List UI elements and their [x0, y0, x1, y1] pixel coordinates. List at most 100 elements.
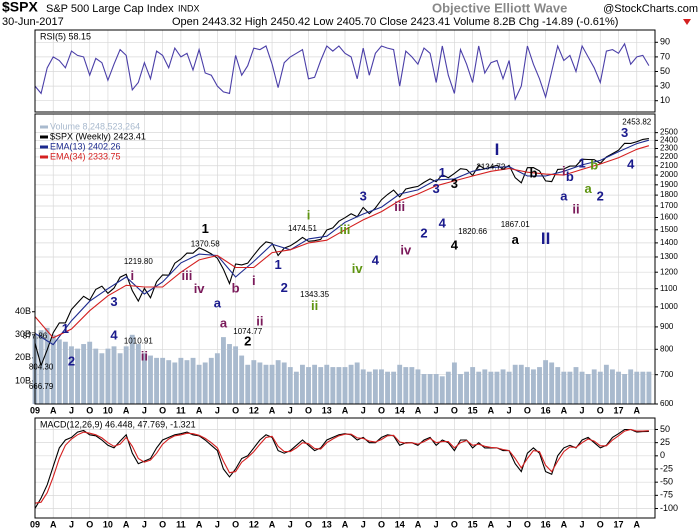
y-tick-label: 1800 [660, 190, 678, 199]
volume-bar [610, 369, 615, 404]
wave-label: 3 [433, 181, 440, 196]
x-tick-label: O [232, 405, 239, 415]
volume-bar [184, 360, 190, 404]
x-tick-label: A [488, 519, 495, 529]
y-tick-label: 900 [660, 322, 674, 331]
wave-label: iii [182, 268, 193, 283]
x-tick-label: J [580, 405, 585, 415]
volume-bar [488, 371, 494, 404]
volume-bar [281, 362, 287, 404]
volume-bar [129, 334, 135, 404]
y-tick-label: -75 [660, 490, 673, 500]
wave-label: I [495, 140, 500, 159]
volume-bar [239, 355, 245, 404]
y-tick-label: -25 [660, 463, 673, 473]
x-tick-label: 10 [103, 519, 113, 529]
x-tick-label: 14 [395, 519, 405, 529]
y-tick-label: 90 [660, 37, 670, 47]
x-tick-label: O [597, 519, 604, 529]
volume-bar [385, 371, 390, 404]
volume-bar [622, 374, 628, 404]
x-tick-label: A [269, 405, 276, 415]
volume-bar [494, 371, 500, 404]
volume-bar [105, 348, 111, 404]
volume-bar [172, 362, 178, 404]
quote: Open 2443.32 High 2450.42 Low 2405.70 Cl… [172, 16, 618, 28]
volume-bar [628, 369, 634, 404]
y-tick-label: -50 [660, 477, 673, 487]
x-tick-label: O [305, 519, 312, 529]
wave-label: b [566, 169, 574, 184]
volume-bar [306, 367, 311, 404]
volume-bar [439, 376, 445, 404]
wave-label: 2 [420, 225, 427, 240]
volume-bar [160, 357, 166, 404]
volume-bar [208, 357, 214, 404]
x-tick-label: A [342, 405, 349, 415]
wave-label: 1219.80 [124, 257, 153, 266]
y-tick-label: 2500 [660, 128, 678, 137]
wave-label: ii [572, 201, 579, 216]
wave-label: iv [194, 281, 206, 296]
credit: @StockCharts.com [603, 3, 698, 15]
x-tick-label: J [434, 405, 439, 415]
volume-bar [415, 369, 421, 404]
wave-label: 2 [68, 353, 75, 368]
wave-label: 4 [439, 216, 447, 231]
volume-bar [537, 367, 542, 404]
wave-label: iv [352, 261, 364, 276]
volume-bar [646, 371, 652, 404]
x-tick-label: 17 [614, 519, 624, 529]
y-tick-label: 2300 [660, 144, 678, 153]
series-line [34, 42, 650, 102]
x-tick-label: O [524, 519, 531, 529]
x-tick-label: 16 [541, 405, 551, 415]
y2-tick-label: 20B [15, 352, 31, 362]
legend-label: EMA(34) 2333.75 [50, 151, 121, 161]
series-line [34, 145, 650, 339]
y-tick-label: 1900 [660, 180, 678, 189]
x-tick-label: 13 [322, 519, 332, 529]
wave-label: i [130, 268, 134, 283]
x-tick-label: 11 [176, 405, 186, 415]
x-tick-label: J [361, 519, 366, 529]
x-tick-label: O [451, 519, 458, 529]
x-tick-label: O [378, 405, 385, 415]
x-tick-label: A [561, 519, 568, 529]
x-tick-label: 16 [541, 519, 551, 529]
volume-bar [464, 371, 469, 404]
volume-bar [512, 364, 518, 404]
volume-bar [324, 364, 330, 404]
series-line [34, 428, 649, 504]
volume-bar [190, 357, 196, 404]
x-tick-label: 10 [103, 405, 113, 415]
wave-label: ii [141, 348, 148, 363]
panel-label: RSI(5) 58.15 [40, 31, 91, 41]
volume-bar [591, 369, 597, 404]
wave-label: 1010.91 [124, 336, 153, 345]
wave-label: 3 [360, 188, 367, 203]
wave-label: 4 [627, 157, 635, 172]
y-tick-label: 700 [660, 370, 674, 379]
wave-label: 1370.58 [191, 239, 220, 248]
volume-bar [287, 367, 293, 404]
volume-bar [549, 362, 555, 404]
y-tick-label: 2000 [660, 170, 678, 179]
volume-bar [196, 364, 202, 404]
volume-bar [603, 364, 609, 404]
volume-bar [69, 346, 74, 404]
volume-bar [597, 371, 603, 404]
x-tick-label: J [288, 405, 293, 415]
volume-bar [56, 339, 62, 404]
y-tick-label: -100 [660, 503, 678, 513]
volume-bar [257, 362, 263, 404]
x-tick-label: J [215, 519, 220, 529]
x-tick-label: 12 [249, 519, 259, 529]
x-tick-label: A [50, 405, 57, 415]
volume-bar [348, 364, 354, 404]
wave-label: 4 [372, 252, 380, 267]
wave-label: 1 [62, 321, 69, 336]
wave-label: 2 [244, 334, 251, 349]
x-tick-label: A [561, 405, 568, 415]
wave-label: a [220, 315, 228, 330]
